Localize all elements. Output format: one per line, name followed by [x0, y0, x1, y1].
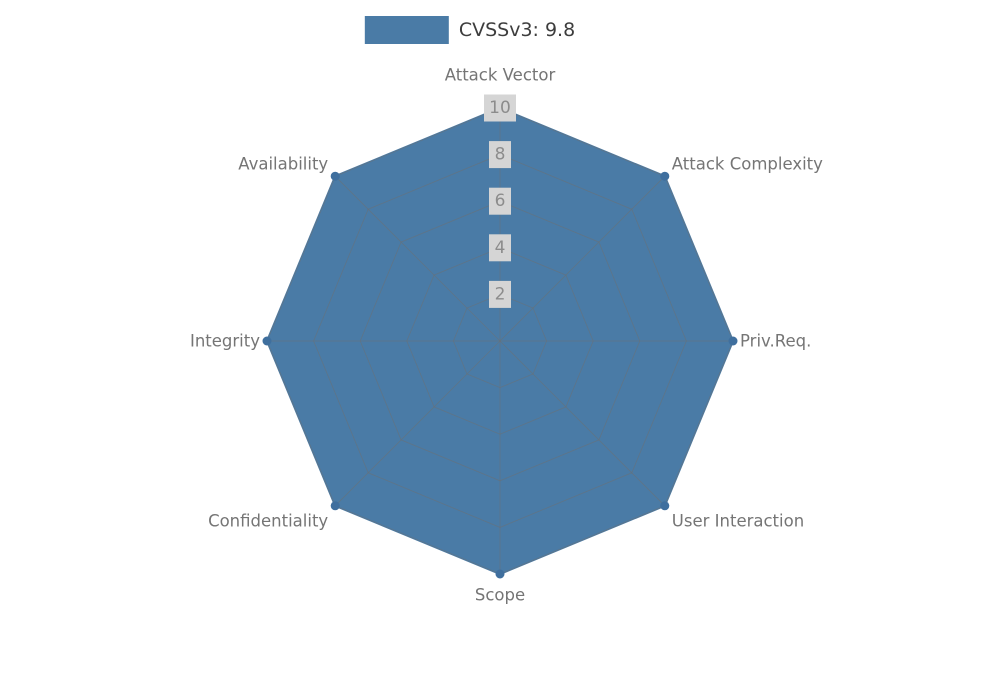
axis-label-scope: Scope: [475, 586, 525, 605]
tick-label-8: 8: [495, 145, 506, 165]
series-vertex-marker: [728, 336, 738, 346]
series-vertex-marker: [330, 171, 340, 181]
grid-spoke-7: [334, 175, 501, 342]
axis-label-availability: Availability: [238, 155, 328, 174]
tick-label-bg-10: [484, 94, 516, 122]
tick-label-bg-6: [489, 187, 511, 215]
grid-spoke-1: [499, 175, 666, 342]
chart-legend: CVSSv3: 9.8: [364, 16, 576, 44]
axis-label-attack-complexity: Attack Complexity: [672, 155, 823, 174]
series-vertex-marker: [660, 171, 670, 181]
axis-label-confidentiality: Confidentiality: [208, 511, 328, 530]
series-vertex-marker: [330, 501, 340, 511]
tick-label-bg-8: [489, 141, 511, 169]
axis-label-user-interaction: User Interaction: [672, 511, 804, 530]
tick-label-bg-2: [489, 280, 511, 308]
grid-spoke-3: [499, 340, 666, 507]
series-vertex-marker: [495, 569, 505, 579]
axis-label-priv-req-: Priv.Req.: [740, 332, 811, 351]
axis-label-attack-vector: Attack Vector: [445, 66, 556, 85]
grid-spoke-5: [334, 340, 501, 507]
legend-color-swatch: [364, 16, 449, 44]
tick-label-6: 6: [495, 191, 506, 211]
axis-label-integrity: Integrity: [190, 332, 260, 351]
tick-label-bg-4: [489, 234, 511, 262]
legend-series-label: CVSSv3: 9.8: [458, 19, 576, 41]
series-vertex-marker: [262, 336, 272, 346]
tick-label-2: 2: [495, 284, 506, 304]
series-vertex-marker: [660, 501, 670, 511]
tick-label-10: 10: [489, 98, 511, 118]
tick-label-4: 4: [495, 238, 506, 258]
